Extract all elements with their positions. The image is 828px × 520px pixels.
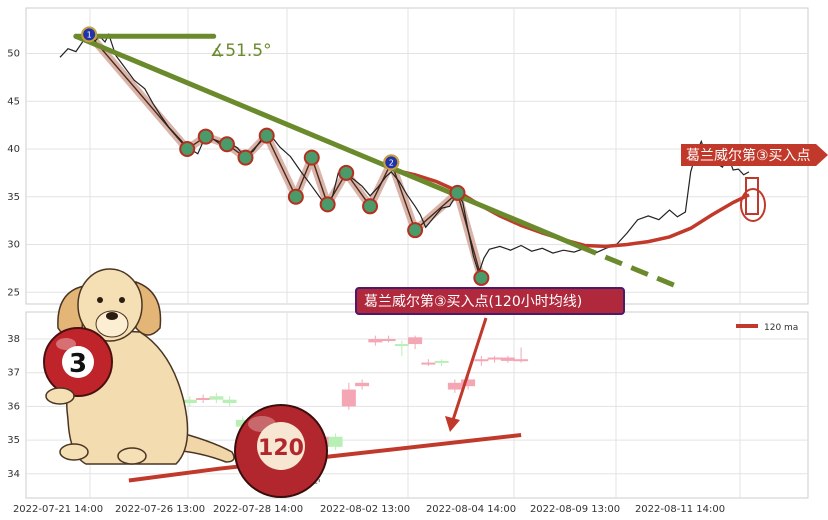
candle-body [381, 339, 396, 341]
candle-body [235, 419, 250, 427]
swing-point [473, 269, 490, 286]
angle-label: ∡51.5° [210, 41, 272, 61]
ball-120-face [257, 422, 305, 470]
candle-body [408, 337, 423, 345]
legend: 120 ma [736, 323, 798, 333]
candle-panel-y-ticks: 34 35 36 37 38 [7, 334, 20, 480]
downtrend-extension [578, 244, 679, 289]
y-tick-label: 30 [7, 240, 20, 251]
right-buy-signal: 葛兰威尔第③买入点 [681, 144, 828, 222]
candle-body [196, 397, 211, 400]
sequence-markers: 12 [81, 26, 400, 171]
y-tick-label: 45 [7, 96, 20, 107]
sequence-marker [383, 154, 400, 171]
y-tick-label: 37 [7, 368, 20, 379]
candle-body [500, 357, 515, 361]
x-axis-labels: 2022-07-21 14:00 2022-07-26 13:00 2022-07-… [13, 504, 725, 515]
dog-eye-left [97, 297, 103, 303]
x-tick-label: 2022-08-04 14:00 [426, 504, 516, 515]
dog-paw-on-ball [45, 387, 75, 405]
swing-point [197, 128, 214, 145]
candle-body [222, 399, 237, 404]
candle-body [421, 362, 436, 365]
candle-body [368, 339, 383, 343]
price-series-line [59, 32, 750, 276]
candle-body [209, 396, 224, 400]
ball-120: 120 [234, 404, 328, 498]
candle-body [487, 357, 502, 360]
sequence-marker-number: 2 [389, 158, 394, 167]
ball-3-face [62, 346, 94, 378]
candle-body [447, 382, 462, 390]
swing-point [258, 127, 275, 144]
ball-120-number: 120 [258, 436, 304, 461]
swing-point [319, 196, 336, 213]
swing-point [449, 184, 466, 201]
swing-point [362, 198, 379, 215]
x-tick-label: 2022-08-02 13:00 [320, 504, 410, 515]
y-tick-label: 50 [7, 49, 20, 60]
x-tick-label: 2022-07-21 14:00 [13, 504, 103, 515]
candle-body [461, 379, 476, 387]
x-tick-label: 2022-07-28 14:00 [213, 504, 303, 515]
candle-body [182, 399, 197, 404]
candle-body [474, 359, 489, 362]
swing-point [338, 164, 355, 181]
dog-paw-right [117, 447, 147, 465]
x-tick-label: 2022-08-11 14:00 [635, 504, 725, 515]
candle-body [514, 359, 529, 362]
sequence-marker-number: 1 [87, 30, 92, 39]
ball-3-highlight [56, 338, 76, 350]
y-tick-label: 35 [7, 435, 20, 446]
ball-3-number: 3 [69, 349, 87, 379]
right-signal-box [745, 177, 759, 215]
price-panel-y-ticks: 25 30 35 40 45 50 [7, 49, 20, 299]
price-panel-grid [26, 8, 808, 304]
swing-points [179, 127, 490, 286]
candle-body [341, 389, 356, 407]
right-callout-arrow [681, 144, 828, 166]
main-buy-callout: 葛兰威尔第③买入点(120小时均线) [355, 287, 625, 432]
y-tick-label: 36 [7, 401, 20, 412]
swing-point [303, 149, 320, 166]
sequence-marker [81, 26, 98, 43]
downtrend-line [73, 33, 582, 249]
dog-paw-left [59, 443, 89, 461]
swing-point [407, 222, 424, 239]
swing-point [218, 136, 235, 153]
candle-body [328, 436, 343, 447]
y-tick-label: 38 [7, 334, 20, 345]
main-callout-box [355, 287, 625, 315]
candle-body [434, 360, 449, 363]
right-signal-ring [740, 188, 766, 222]
dog-illustration: 3 [43, 268, 235, 465]
y-tick-label: 34 [7, 469, 20, 480]
y-tick-label: 35 [7, 192, 20, 203]
y-tick-label: 25 [7, 287, 20, 298]
x-tick-label: 2022-07-26 13:00 [115, 504, 205, 515]
legend-label: 120 ma [764, 323, 798, 333]
price-panel-frame [25, 7, 809, 305]
main-callout-arrowhead [445, 416, 460, 432]
dog-ear-right [135, 280, 162, 336]
main-callout-label: 葛兰威尔第③买入点(120小时均线) [364, 293, 582, 310]
candle-body [355, 382, 370, 387]
dog-nose [106, 312, 118, 320]
right-callout-label: 葛兰威尔第③买入点 [686, 147, 811, 164]
swing-point [287, 188, 304, 205]
main-callout-pointer [451, 317, 488, 421]
candle-body [394, 344, 409, 347]
dog-muzzle [95, 310, 129, 338]
swing-point [179, 141, 196, 157]
x-tick-label: 2022-08-09 13:00 [530, 504, 620, 515]
y-tick-label: 40 [7, 144, 20, 155]
swing-point [237, 149, 254, 166]
dog-eye-right [119, 297, 125, 303]
